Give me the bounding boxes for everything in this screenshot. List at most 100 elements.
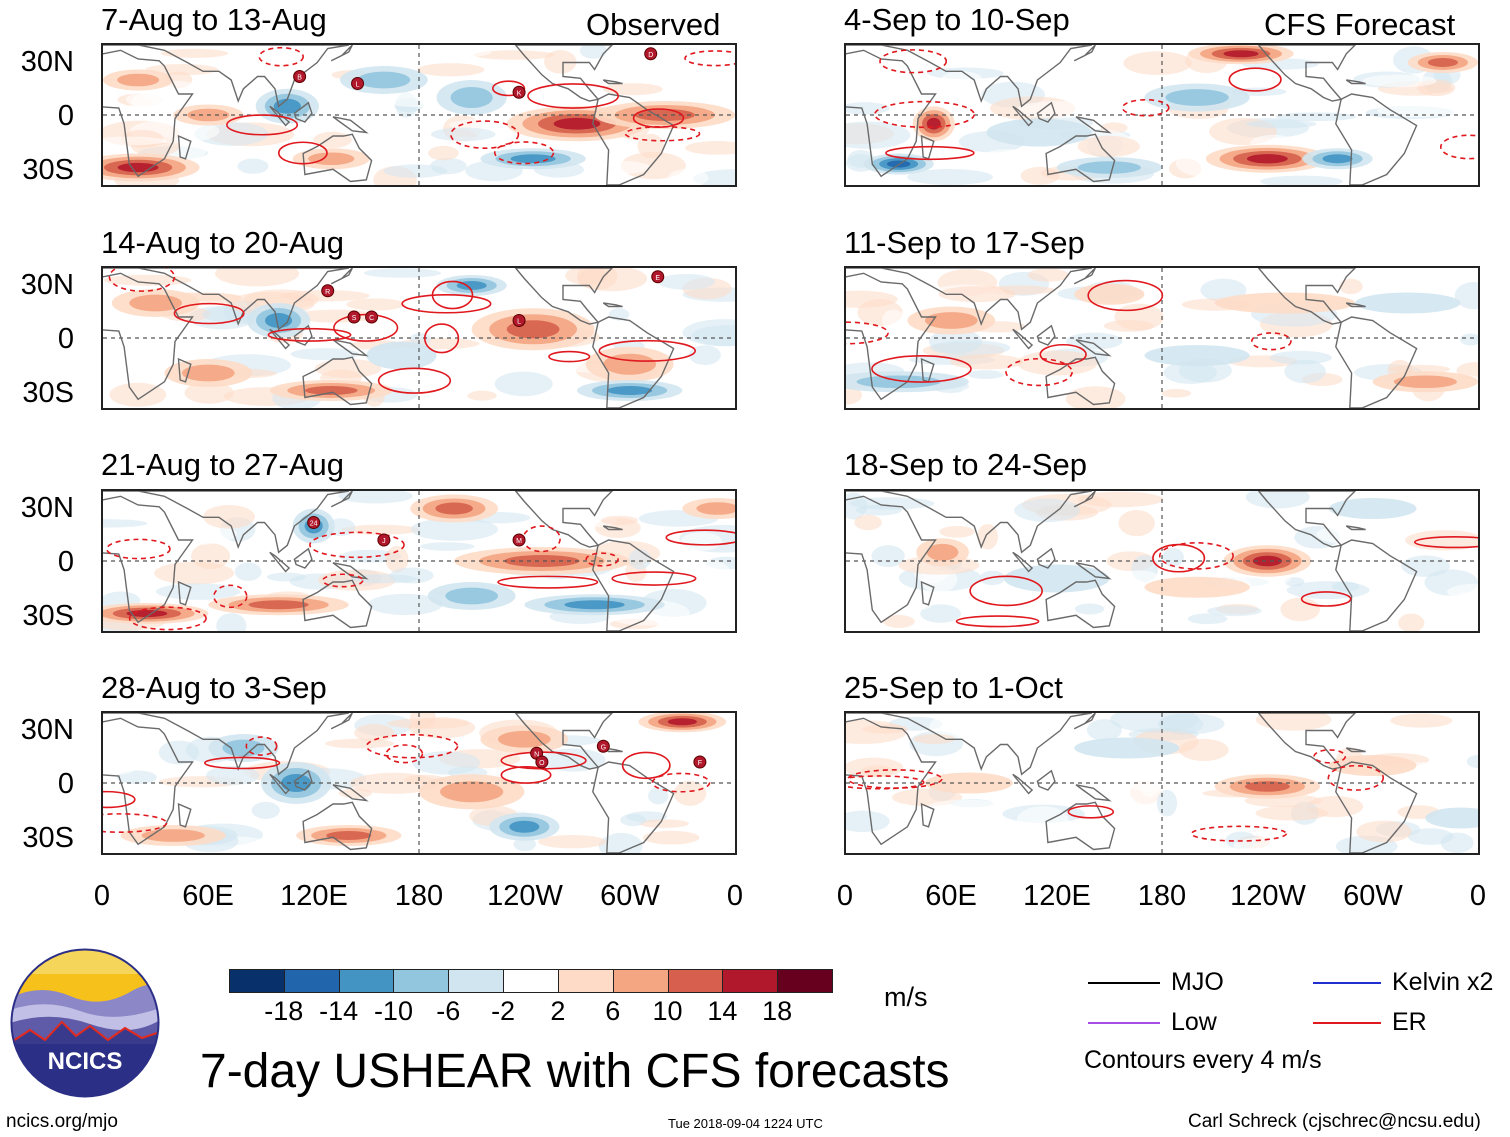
colorbar-swatch (229, 969, 285, 993)
shear-cell (1207, 605, 1262, 617)
shear-cell (1269, 350, 1332, 365)
lat-label-eq: 0 (57, 323, 74, 355)
er-contour (873, 100, 975, 129)
coastline (330, 268, 353, 285)
shear-cell (1466, 754, 1478, 768)
coastline (269, 551, 291, 573)
er-contour (879, 49, 948, 74)
shear-cell (368, 593, 443, 616)
shear-blob (445, 587, 498, 605)
shear-cell (513, 837, 536, 852)
panel-title-fcst-3: 18-Sep to 24-Sep (844, 447, 1088, 482)
map-panel (844, 43, 1480, 187)
shear-blob (1355, 292, 1461, 314)
er-contour (527, 83, 620, 109)
shear-cell (1146, 828, 1171, 853)
er-contour (309, 531, 405, 559)
shear-cell (550, 802, 580, 818)
shear-cell (907, 169, 993, 185)
storm-marker: R (321, 284, 335, 298)
shear-cell (1398, 613, 1425, 631)
er-contour (226, 114, 299, 136)
coastline (103, 717, 194, 846)
lon-label-60e: 60E (182, 880, 234, 912)
shear-map (846, 268, 1478, 408)
shear-cell (409, 713, 436, 729)
colorbar-label: 14 (707, 996, 738, 1026)
shear-cell (1141, 122, 1206, 141)
shear-blob (1252, 555, 1282, 567)
footer-url[interactable]: ncics.org/mjo (6, 1111, 118, 1132)
shear-cell (369, 513, 403, 524)
coastline (1012, 328, 1034, 350)
coastline (103, 49, 194, 178)
coastline (514, 45, 614, 102)
shear-blob (1074, 283, 1145, 305)
logo-text: NCICS (48, 1048, 123, 1075)
coastline (514, 268, 614, 325)
coastline (514, 713, 614, 770)
shear-cell (177, 278, 238, 294)
shear-cell (1338, 278, 1363, 295)
coastline (269, 773, 291, 795)
coastline (330, 713, 353, 730)
shear-cell (927, 799, 1008, 815)
coastline (514, 491, 614, 548)
shear-cell (383, 164, 448, 178)
coastline (177, 357, 192, 383)
coastline (1335, 761, 1418, 853)
shear-cell (628, 549, 652, 570)
er-contour (1158, 542, 1234, 570)
er-contour (173, 302, 245, 325)
coastline (846, 272, 937, 401)
coastline (1335, 316, 1418, 408)
shear-cell (430, 127, 496, 142)
colorbar-swatch (503, 969, 559, 993)
shear-cell (920, 604, 962, 623)
shear-blob (308, 152, 355, 166)
shear-cell (913, 733, 956, 745)
coastline (1036, 324, 1056, 346)
map-panel: R S C L E (101, 266, 737, 410)
shear-blob (509, 820, 540, 833)
colorbar-label: 10 (652, 996, 683, 1026)
er-contour (377, 367, 452, 394)
shear-cell (160, 48, 229, 58)
er-contour (684, 50, 735, 67)
shear-cell (1255, 713, 1332, 731)
shear-cell (898, 507, 946, 535)
shear-cell (1356, 820, 1412, 843)
coastline (302, 801, 373, 851)
er-contour (621, 751, 671, 780)
shear-cell (846, 757, 904, 778)
coastline (1045, 579, 1116, 629)
shear-map: B L K D (103, 45, 735, 185)
storm-marker: M (512, 533, 526, 547)
shear-cell (473, 50, 555, 60)
legend-label-low: Low (1171, 1008, 1217, 1036)
svg-text:F: F (698, 760, 702, 767)
shear-cell (191, 543, 231, 570)
shear-cell (579, 45, 608, 59)
storm-marker: K (512, 85, 526, 99)
coastline (302, 133, 373, 183)
er-contour (969, 575, 1043, 607)
shear-cell (116, 770, 158, 785)
er-contour (267, 327, 352, 342)
coastline (103, 495, 194, 624)
shear-blob (1246, 154, 1288, 164)
coastline (1335, 93, 1418, 185)
shear-cell (1154, 609, 1181, 627)
shear-cell (680, 532, 723, 551)
shear-blob (117, 73, 160, 87)
coastline (920, 802, 935, 828)
coastline (302, 356, 373, 406)
coastline (602, 525, 623, 531)
shear-cell (1017, 350, 1098, 376)
er-contour (204, 756, 281, 770)
colorbar-label: 2 (550, 996, 566, 1026)
svg-text:D: D (648, 52, 653, 59)
shear-blob (498, 730, 551, 748)
shear-cell (109, 382, 167, 407)
shear-cell (156, 583, 241, 600)
